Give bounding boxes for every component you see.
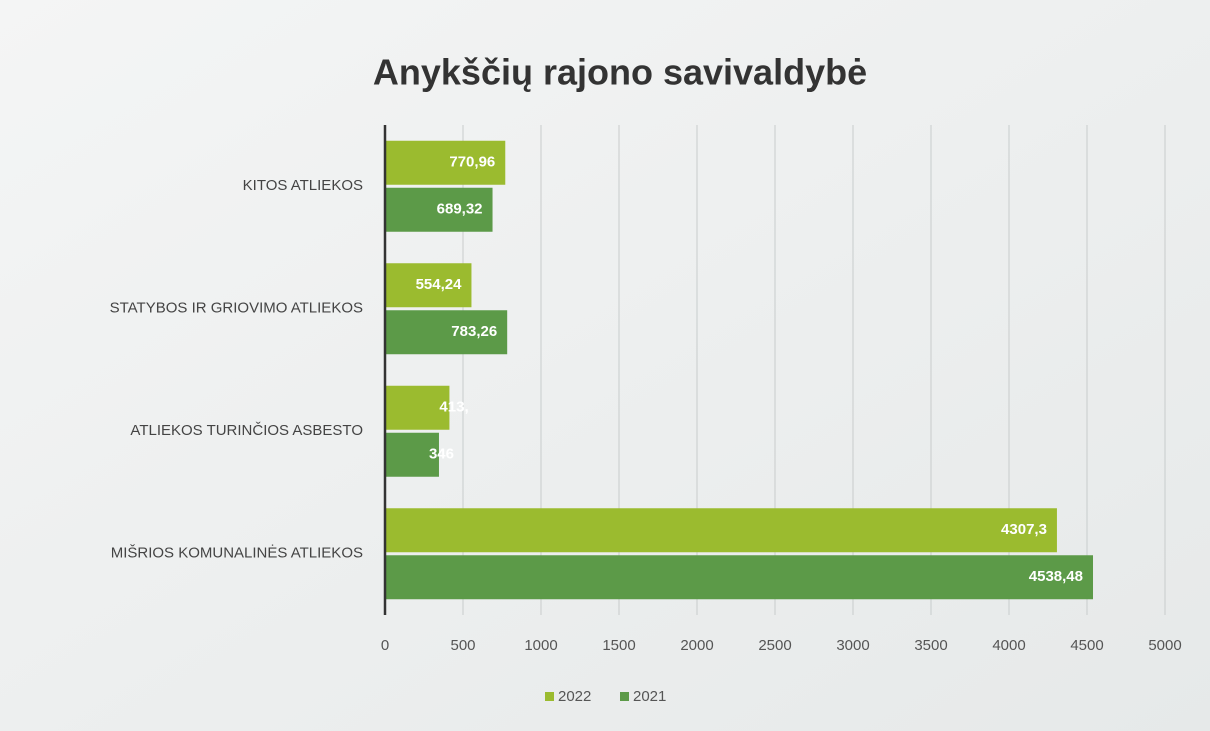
y-tick-label: MIŠRIOS KOMUNALINĖS ATLIEKOS <box>111 544 363 562</box>
bar <box>385 310 508 355</box>
bar <box>385 385 450 430</box>
y-tick-label: STATYBOS IR GRIOVIMO ATLIEKOS <box>110 300 363 317</box>
x-tick-label: 2000 <box>680 637 713 654</box>
bar <box>385 432 439 477</box>
x-tick-label: 500 <box>450 637 475 654</box>
x-tick-label: 1500 <box>602 637 635 654</box>
x-tick-label: 1000 <box>524 637 557 654</box>
legend-swatch <box>620 692 629 701</box>
x-tick-label: 3500 <box>914 637 947 654</box>
bar <box>385 555 1094 600</box>
y-tick-label: ATLIEKOS TURINČIOS ASBESTO <box>130 422 363 439</box>
data-label: 4307,3 <box>1001 521 1047 538</box>
chart-title: Anykščių rajono savivaldybė <box>373 52 867 93</box>
bar <box>385 140 506 185</box>
x-tick-label: 4000 <box>992 637 1025 654</box>
legend-label: 2021 <box>633 688 666 705</box>
data-label: 783,26 <box>451 323 497 340</box>
x-tick-label: 3000 <box>836 637 869 654</box>
data-label: 554,24 <box>416 276 463 293</box>
x-tick-label: 5000 <box>1148 637 1181 654</box>
data-label: 346 <box>429 446 454 463</box>
x-tick-label: 0 <box>381 637 389 654</box>
data-label: 689,32 <box>437 201 483 218</box>
y-tick-label: KITOS ATLIEKOS <box>243 177 363 194</box>
bar <box>385 187 493 232</box>
data-label: 770,96 <box>449 154 495 171</box>
x-tick-label: 2500 <box>758 637 791 654</box>
bar <box>385 508 1057 553</box>
data-label: 413, <box>439 399 468 416</box>
legend-label: 2022 <box>558 688 591 705</box>
bar <box>385 263 472 308</box>
x-tick-label: 4500 <box>1070 637 1103 654</box>
data-label: 4538,48 <box>1029 568 1083 585</box>
legend-swatch <box>545 692 554 701</box>
